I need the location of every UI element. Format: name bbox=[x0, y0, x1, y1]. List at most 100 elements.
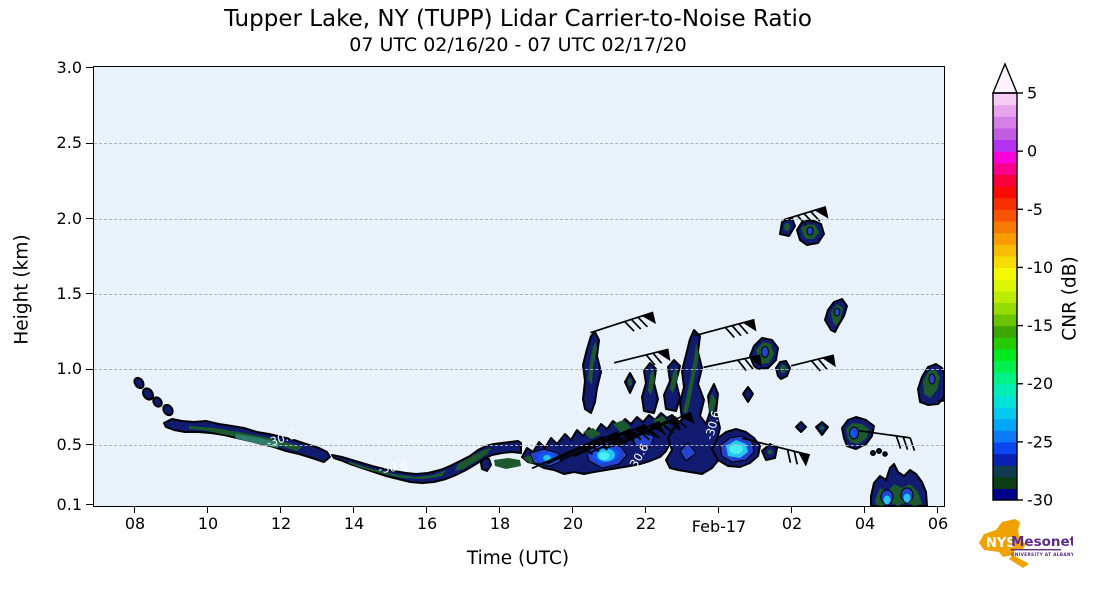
wind-barb-staff bbox=[573, 423, 646, 458]
wind-barb-tick bbox=[895, 435, 902, 449]
contour-label: -30.6 bbox=[377, 458, 408, 476]
wind-barb-tick bbox=[652, 352, 663, 364]
wind-barb-flag bbox=[822, 355, 836, 368]
wind-barb-tick bbox=[786, 449, 792, 463]
wind-barbs-layer bbox=[531, 206, 944, 470]
cnr-blob bbox=[767, 449, 773, 455]
wind-barb-staff bbox=[588, 420, 661, 455]
x-tick-mark bbox=[645, 506, 647, 513]
cnr-blob bbox=[729, 444, 743, 454]
colorbar-tick-label: -5 bbox=[1027, 200, 1043, 219]
x-tick-label: 14 bbox=[343, 514, 365, 533]
y-tick-label: 1.0 bbox=[56, 359, 82, 379]
y-tick-mark bbox=[86, 368, 93, 370]
colorbar-segment bbox=[993, 325, 1017, 338]
y-tick-mark bbox=[86, 217, 93, 219]
colorbar-segment bbox=[993, 267, 1017, 280]
x-tick-label: 02 bbox=[781, 514, 803, 533]
colorbar-segment bbox=[993, 255, 1017, 269]
colorbar-segment bbox=[993, 116, 1017, 129]
colorbar-segment bbox=[993, 476, 1017, 489]
cnr-blob bbox=[648, 369, 655, 395]
colorbar-segment bbox=[993, 139, 1017, 152]
wind-barb-tick bbox=[810, 360, 821, 372]
cnr-blobs bbox=[133, 217, 944, 506]
cnr-blob bbox=[708, 393, 716, 417]
page-subtitle: 07 UTC 02/16/20 - 07 UTC 02/17/20 bbox=[349, 34, 687, 56]
wind-barb-staff bbox=[694, 318, 755, 337]
gridline bbox=[94, 369, 944, 371]
wind-barb bbox=[783, 206, 829, 226]
cnr-blob bbox=[133, 376, 145, 390]
cnr-blob bbox=[613, 420, 631, 433]
wind-barb-staff bbox=[858, 429, 911, 439]
wind-barb-tick bbox=[675, 418, 688, 429]
wind-barb bbox=[619, 411, 695, 445]
colorbar-segment bbox=[993, 151, 1017, 164]
wind-barb-staff bbox=[531, 435, 604, 470]
colorbar-segment bbox=[993, 430, 1017, 443]
logo-divider bbox=[1011, 549, 1061, 551]
x-tick-mark bbox=[864, 506, 866, 513]
cnr-plot-canvas: -30.6-30.6 -30.6-30.6 bbox=[133, 206, 944, 506]
cnr-blob bbox=[588, 341, 597, 385]
x-tick-label: 04 bbox=[854, 514, 876, 533]
colorbar-outline bbox=[992, 92, 1018, 501]
colorbar-segment bbox=[993, 302, 1017, 315]
x-tick-mark bbox=[572, 506, 574, 513]
long-island-shape bbox=[1009, 555, 1029, 568]
cnr-blob bbox=[162, 403, 174, 417]
wind-barb-tick bbox=[724, 326, 735, 339]
x-tick-mark bbox=[718, 506, 720, 513]
wind-barb-tick bbox=[738, 323, 749, 335]
y-tick-label: 1.5 bbox=[56, 284, 82, 304]
colorbar-label: CNR (dB) bbox=[1059, 256, 1081, 341]
colorbar-segment bbox=[993, 441, 1017, 455]
cnr-blob bbox=[628, 378, 632, 386]
cnr-blob bbox=[494, 458, 521, 469]
wind-barb-tick bbox=[902, 436, 909, 450]
colorbar-segment bbox=[993, 406, 1017, 420]
colorbar-segment bbox=[993, 290, 1017, 303]
colorbar-tick-label: -30 bbox=[1027, 491, 1053, 510]
cnr-blob bbox=[235, 434, 280, 448]
cnr-blob bbox=[670, 367, 678, 393]
colorbar-tick-label: 5 bbox=[1027, 84, 1037, 103]
cnr-blob bbox=[598, 452, 610, 460]
wind-barb-tick bbox=[793, 451, 799, 465]
colorbar-segment bbox=[993, 372, 1017, 385]
wind-barb bbox=[694, 318, 757, 339]
wind-barb-tick bbox=[743, 358, 754, 370]
cnr-blob bbox=[883, 495, 891, 505]
colorbar-segment bbox=[993, 244, 1017, 257]
wind-barb-staff bbox=[937, 399, 944, 403]
colorbar-segment bbox=[993, 465, 1017, 478]
colorbar-segment bbox=[993, 232, 1017, 245]
cnr-blob bbox=[152, 396, 163, 408]
x-tick-label: 16 bbox=[416, 514, 438, 533]
colorbar-segment bbox=[993, 488, 1017, 501]
x-axis-label: Time (UTC) bbox=[466, 548, 570, 569]
x-tick-mark bbox=[499, 506, 501, 513]
colorbar: 5 0 -5 -10 -15 -20 -25 -30 bbox=[991, 62, 1053, 510]
wind-barb-tick bbox=[796, 215, 808, 226]
x-tick-label: 08 bbox=[124, 514, 146, 533]
cnr-blob bbox=[876, 448, 882, 454]
wind-barb-tick bbox=[662, 424, 675, 434]
logo-tagline-text: UNIVERSITY AT ALBANY bbox=[1011, 552, 1073, 558]
colorbar-tick-label: -10 bbox=[1027, 258, 1053, 277]
wind-barb-flag bbox=[742, 319, 757, 332]
gridline bbox=[94, 294, 944, 296]
cnr-blob bbox=[480, 457, 492, 472]
wind-barb-staff bbox=[703, 354, 761, 369]
colorbar-segment bbox=[993, 348, 1017, 362]
colorbar-segment bbox=[993, 186, 1017, 199]
x-tick-mark bbox=[280, 506, 282, 513]
cnr-blob bbox=[850, 430, 856, 438]
colorbar-segment bbox=[993, 197, 1017, 210]
colorbar-segment bbox=[993, 418, 1017, 431]
wind-barb-staff bbox=[619, 411, 692, 445]
colorbar-segment bbox=[993, 209, 1017, 222]
colorbar-segment bbox=[993, 279, 1017, 292]
